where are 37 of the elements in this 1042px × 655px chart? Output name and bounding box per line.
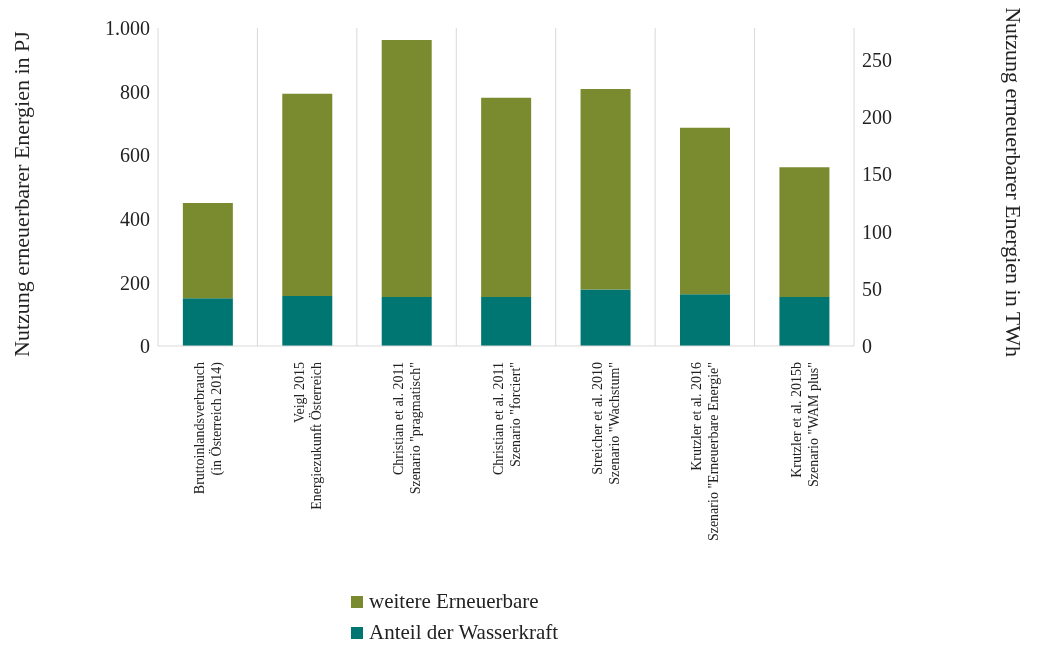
bar bbox=[282, 296, 333, 346]
bar bbox=[580, 289, 631, 346]
y-tick-label: 400 bbox=[120, 207, 150, 230]
y-tick-label: 800 bbox=[120, 80, 150, 103]
y2-tick-label: 200 bbox=[862, 106, 892, 129]
legend-label: weitere Erneuerbare bbox=[369, 589, 539, 614]
y2-tick-label: 150 bbox=[862, 163, 892, 186]
bar bbox=[680, 294, 730, 346]
bar bbox=[381, 40, 432, 298]
bar bbox=[680, 127, 730, 295]
x-tick-label: Krutzler et al. 2015b Szenario "WAM plus" bbox=[788, 362, 821, 487]
y2-tick-label: 100 bbox=[862, 220, 892, 243]
bar bbox=[182, 298, 233, 346]
bar bbox=[282, 93, 333, 297]
y-axis-title: Nutzung erneuerbarer Energien in PJ bbox=[8, 30, 34, 357]
bar bbox=[381, 297, 432, 346]
y2-tick-label: 50 bbox=[862, 277, 882, 300]
y-tick-label: 1.000 bbox=[105, 17, 150, 40]
y2-tick-label: 0 bbox=[862, 335, 872, 358]
bar bbox=[481, 297, 532, 346]
x-tick-label: Streicher et al. 2010 Szenario "Wachstum" bbox=[589, 362, 622, 485]
legend-label: Anteil der Wasserkraft bbox=[369, 620, 559, 645]
x-tick-label: Bruttoinlandsverbrauch (in Österreich 2014) bbox=[192, 361, 226, 495]
y-tick-label: 0 bbox=[140, 335, 150, 358]
bar bbox=[481, 97, 532, 298]
x-tick-label: Krutzler et al. 2016 Szenario "Erneuerbare Energie" bbox=[689, 362, 722, 542]
y-tick-label: 200 bbox=[120, 271, 150, 294]
bar bbox=[779, 167, 830, 298]
x-tick-label: Christian et al. 2011 Szenario "pragmatisch" bbox=[391, 362, 424, 495]
bar bbox=[182, 202, 233, 299]
y-tick-label: 600 bbox=[120, 144, 150, 167]
bar bbox=[779, 297, 830, 346]
bar bbox=[580, 89, 631, 290]
y2-axis-title: Nutzung erneuerbarer Energien in TWh bbox=[1001, 7, 1027, 357]
x-tick-label: Christian et al. 2011 Szenario "forciert" bbox=[490, 362, 523, 476]
x-tick-label: Veigl 2015 Energiezukunft Österreich bbox=[291, 362, 324, 510]
y2-tick-label: 250 bbox=[862, 48, 892, 71]
